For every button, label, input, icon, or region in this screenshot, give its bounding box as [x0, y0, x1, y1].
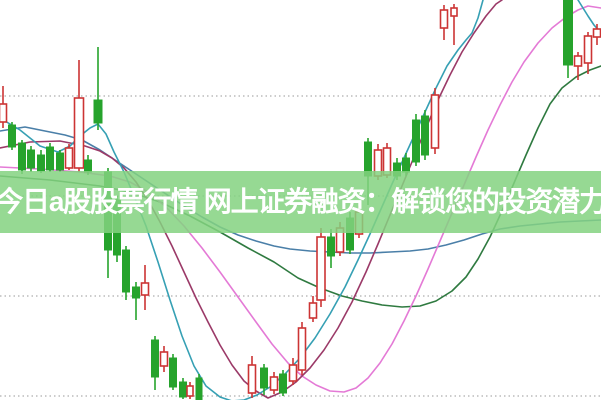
candle-down	[8, 124, 16, 148]
candle-up	[316, 236, 326, 301]
candle-up	[64, 147, 74, 169]
candle-up	[159, 351, 169, 367]
candle-down	[327, 236, 335, 257]
candle-down	[132, 286, 140, 299]
candle-up	[247, 364, 257, 394]
candle-down	[169, 357, 177, 388]
candle-down	[93, 99, 103, 124]
candle-up	[73, 97, 85, 169]
candle-down	[179, 381, 187, 398]
candle-down	[402, 157, 410, 173]
candle-down	[122, 249, 130, 293]
candle-down	[56, 152, 64, 171]
candle-up	[430, 94, 440, 149]
candle-down	[37, 154, 45, 172]
candle-down	[46, 146, 54, 171]
candle-down	[279, 373, 287, 394]
candle-up	[140, 282, 150, 296]
candle-down	[563, 0, 573, 66]
candle-up	[297, 327, 307, 371]
candle-up	[439, 9, 449, 29]
ma-teal	[0, 0, 484, 400]
candle-down	[195, 377, 203, 400]
candle-down	[151, 339, 159, 378]
candle-down	[18, 142, 26, 171]
candle-up	[573, 55, 583, 67]
candle-up	[583, 35, 593, 64]
candle-up	[0, 103, 8, 123]
candle-down	[260, 367, 268, 389]
candle-down	[421, 115, 429, 156]
candle-up	[450, 7, 458, 17]
promo-banner-text: 今日a股股票行情 网上证券融资：解锁您的投资潜力	[0, 186, 601, 217]
candle-up	[308, 302, 318, 319]
candle-down	[412, 119, 420, 163]
candle-down	[27, 149, 35, 169]
candle-up	[592, 28, 601, 38]
promo-banner: 今日a股股票行情 网上证券融资：解锁您的投资潜力	[0, 171, 601, 233]
candle-up	[269, 376, 279, 391]
candle-up	[186, 385, 194, 397]
candle-up	[288, 364, 298, 382]
